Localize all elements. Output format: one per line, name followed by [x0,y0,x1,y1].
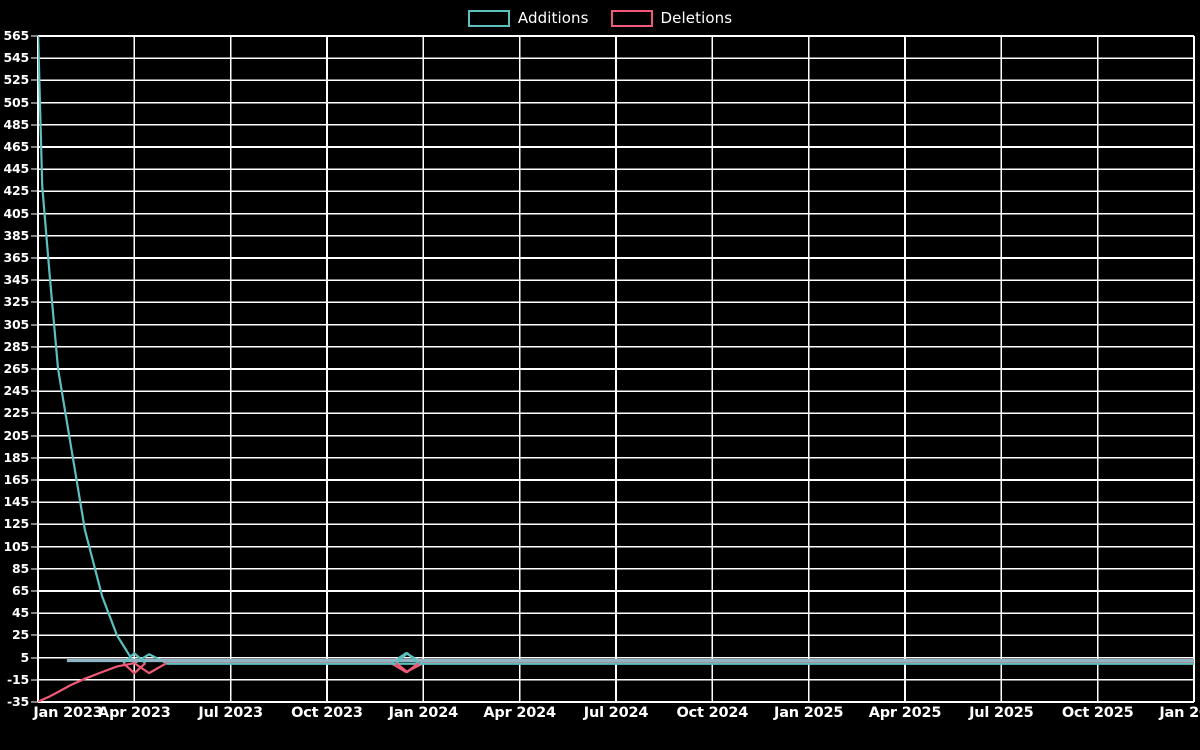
crossover-trough-deletions-1 [395,662,419,674]
y-tick-mark [31,57,38,59]
y-tick-mark [31,657,38,659]
y-tick-mark [31,102,38,104]
y-tick-label: 305 [3,316,30,332]
series-line-deletions [38,662,1194,702]
legend-label-deletions: Deletions [660,9,733,27]
y-tick-label: 365 [3,249,30,265]
chart-legend: Additions Deletions [0,0,1200,36]
y-tick-label: 5 [20,649,30,665]
y-tick-mark [31,679,38,681]
y-tick-label: 505 [3,94,30,110]
crossover-peak-additions-1 [395,652,420,664]
legend-item-additions[interactable]: Additions [467,9,589,27]
x-axis: Jan 2023 Apr 2023 Jul 2023 Oct 2023 Jan 2024… [33,702,1200,750]
x-tick-label: Jan 2026 [1159,705,1200,721]
y-tick-label: 205 [3,427,30,443]
y-tick-label: 65 [12,582,29,598]
y-tick-label: 185 [3,449,30,465]
y-tick-label: -35 [7,693,29,709]
y-tick-mark [31,390,38,392]
y-tick-label: 125 [3,516,30,532]
x-tick-label: Jul 2025 [969,705,1034,721]
y-tick-mark [31,213,38,215]
crossover-trough-deletions-0 [122,662,147,675]
x-tick-label: Jul 2023 [198,705,263,721]
legend-item-deletions[interactable]: Deletions [610,9,733,27]
x-tick-label: Oct 2024 [676,705,749,721]
y-tick-mark [31,79,38,81]
y-tick-mark [31,190,38,192]
y-tick-mark [31,146,38,148]
legend-label-additions: Additions [517,9,589,27]
y-tick-mark [31,235,38,237]
y-tick-mark [31,501,38,503]
series-line-additions [38,36,1194,665]
y-axis: 565 545 525 505 485 465 445 425 405 385 365 345 325 3… [0,29,38,707]
x-tick-label: Jan 2023 [33,705,103,721]
data-series [38,36,1194,702]
y-tick-label: 145 [3,493,30,509]
y-tick-mark [31,479,38,481]
y-tick-label: 245 [3,382,30,398]
y-tick-mark [31,568,38,570]
y-tick-mark [31,324,38,326]
y-tick-label: 485 [3,116,30,132]
y-tick-label: 165 [3,471,30,487]
y-tick-label: 385 [3,227,30,243]
y-tick-label: -15 [7,671,29,687]
y-tick-label: 85 [12,560,29,576]
y-tick-label: 545 [3,49,30,65]
plot-area [37,35,1195,703]
y-tick-mark [31,590,38,592]
y-tick-label: 565 [3,27,30,43]
y-tick-label: 265 [3,360,30,376]
y-tick-mark [31,35,38,37]
y-tick-label: 225 [3,405,30,421]
y-tick-label: 445 [3,160,30,176]
y-tick-mark [31,279,38,281]
y-tick-label: 45 [12,604,29,620]
y-tick-mark [31,612,38,614]
legend-swatch-deletions [610,9,653,27]
y-tick-label: 345 [3,271,30,287]
y-tick-mark [31,546,38,548]
x-tick-label: Apr 2024 [483,705,556,721]
x-tick-label: Apr 2023 [98,705,171,721]
y-tick-label: 285 [3,338,30,354]
y-tick-label: 325 [3,294,30,310]
x-tick-label: Oct 2025 [1061,705,1134,721]
y-tick-mark [31,412,38,414]
crossover-peak-additions-0 [122,652,147,664]
y-tick-mark [31,634,38,636]
x-tick-label: Apr 2025 [868,705,942,721]
legend-swatch-additions [467,9,510,27]
y-tick-mark [31,257,38,259]
y-tick-mark [31,124,38,126]
y-tick-label: 25 [12,627,29,643]
y-tick-label: 105 [3,538,30,554]
y-tick-mark [31,523,38,525]
y-tick-mark [31,346,38,348]
y-tick-label: 465 [3,138,30,154]
y-tick-mark [31,457,38,459]
y-tick-label: 425 [3,183,30,199]
y-tick-mark [31,701,38,703]
x-tick-label: Jan 2024 [388,705,459,721]
x-tick-label: Jul 2024 [583,705,649,721]
x-tick-label: Oct 2023 [291,705,363,721]
y-tick-mark [31,168,38,170]
y-tick-label: 405 [3,205,30,221]
y-tick-mark [31,435,38,437]
y-tick-label: 525 [3,72,30,88]
x-tick-label: Jan 2025 [774,705,844,721]
y-tick-mark [31,368,38,370]
grid-lines [37,35,1195,703]
y-tick-mark [31,301,38,303]
